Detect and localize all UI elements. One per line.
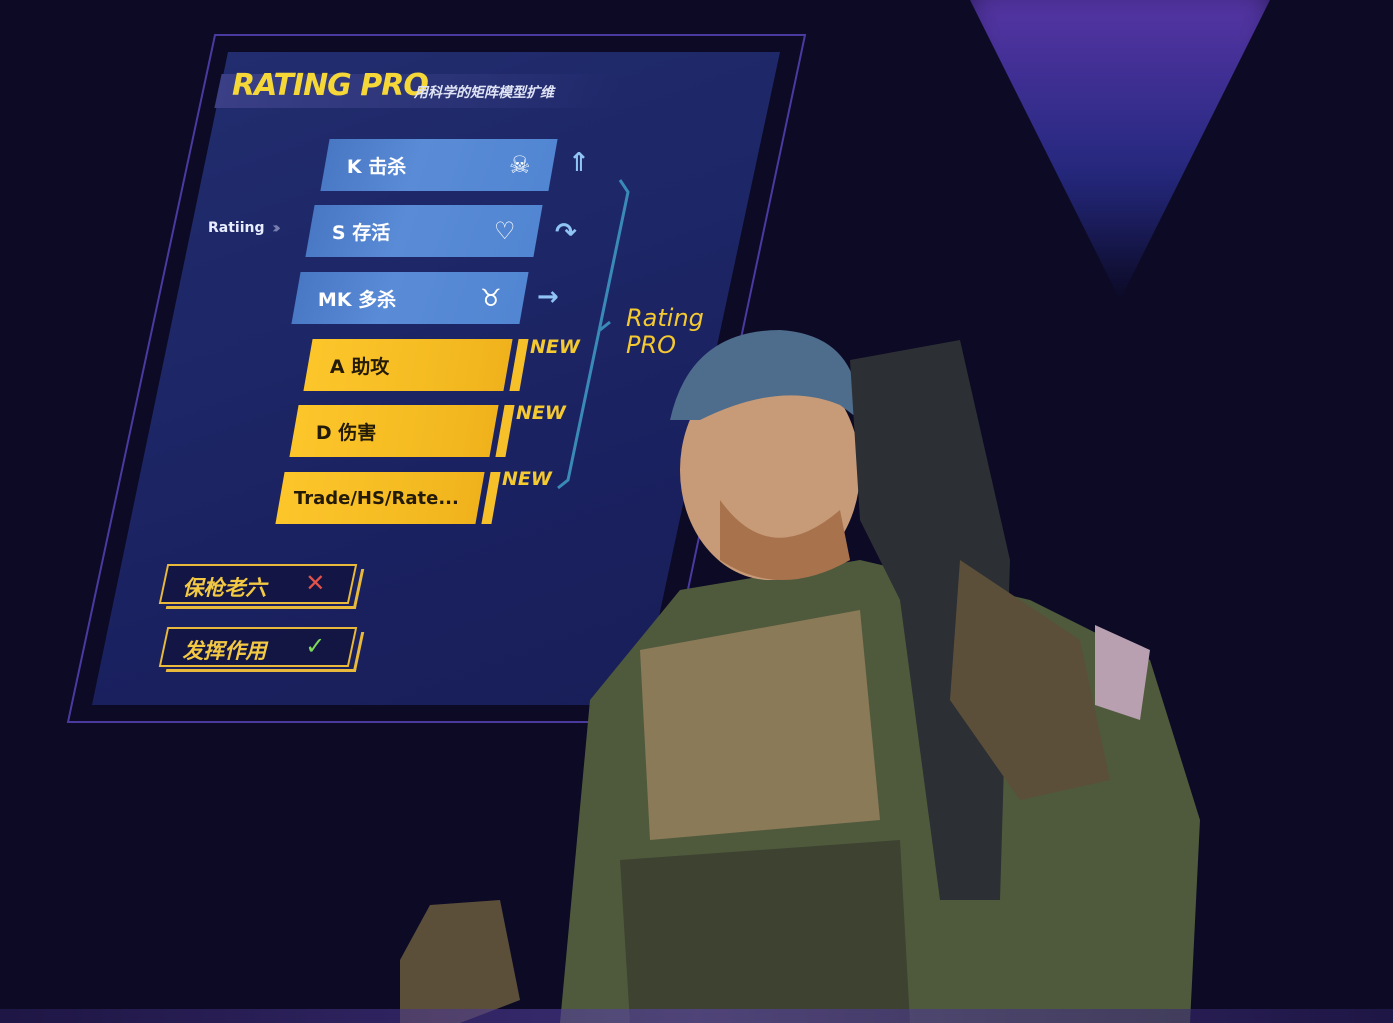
rating-pro-result: Rating PRO [626, 305, 704, 359]
result-line1: Rating [626, 304, 704, 332]
panel-subtitle: 用科学的矩阵模型扩维 [414, 85, 554, 101]
new-badge: NEW [502, 468, 552, 490]
right-arrow-icon: → [537, 282, 559, 312]
double-up-arrow-icon: ⇑ [568, 148, 590, 178]
bottom-glow [0, 1009, 1393, 1023]
panel-title: RATING PRO [232, 68, 429, 103]
result-line2: PRO [626, 331, 677, 359]
down-curve-arrow-icon: ↷ [555, 218, 577, 248]
new-badge: NEW [530, 336, 580, 358]
rating-label: Ratiing [208, 220, 265, 236]
new-badge: NEW [516, 402, 566, 424]
